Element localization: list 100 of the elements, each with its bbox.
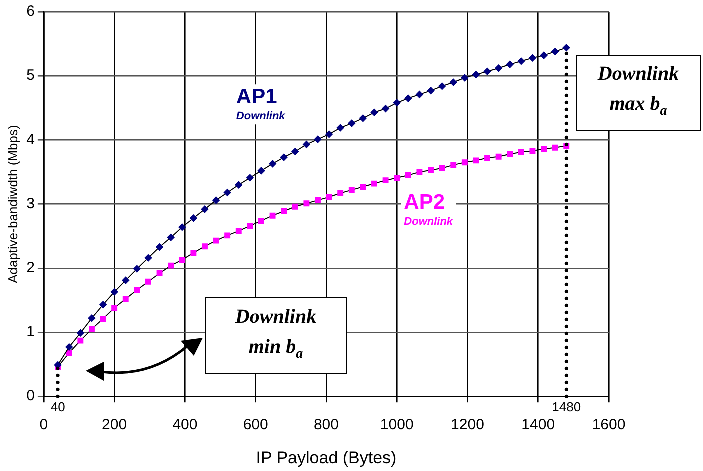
point [338, 190, 344, 196]
annotation: Downlink [404, 216, 454, 228]
x-axis-title: IP Payload (Bytes) [256, 448, 397, 468]
point [302, 140, 310, 148]
x-tick-label: 1400 [522, 416, 556, 434]
point [315, 197, 321, 204]
point [224, 232, 231, 239]
ref-line-label: 1480 [552, 400, 582, 415]
point [530, 148, 536, 154]
point [178, 224, 186, 232]
point [348, 187, 355, 194]
y-tick-label: 3 [26, 195, 35, 212]
point [88, 314, 96, 322]
point [336, 124, 344, 132]
point [507, 151, 514, 158]
point [236, 228, 242, 234]
y-tick-label: 0 [26, 388, 35, 405]
point [394, 175, 400, 181]
point [529, 54, 536, 62]
point [326, 130, 333, 138]
point [439, 165, 446, 172]
point [66, 350, 72, 356]
x-tick-label: 0 [40, 416, 48, 434]
point [292, 148, 300, 156]
point [190, 250, 197, 256]
point [167, 234, 175, 242]
annotation: Downlink min b$_{a}$ [235, 304, 317, 364]
x-tick-label: 600 [243, 416, 268, 434]
point [562, 44, 570, 52]
annotation: Downlink max b$_{a}$ [598, 62, 680, 121]
point [76, 329, 84, 337]
point [202, 244, 208, 250]
point [495, 64, 503, 72]
y-tick-label: 2 [26, 260, 35, 277]
point [552, 144, 558, 151]
point [462, 160, 468, 166]
point [404, 94, 412, 102]
x-tick-label: 1000 [380, 416, 414, 434]
point [348, 120, 356, 128]
point [428, 167, 434, 174]
point [450, 162, 457, 168]
x-tick-label: 800 [314, 416, 339, 434]
point [518, 149, 524, 156]
point [496, 154, 502, 160]
point [168, 262, 174, 269]
point [156, 244, 164, 251]
point [484, 68, 492, 76]
point [450, 78, 458, 86]
point [144, 254, 152, 262]
y-tick-label: 6 [26, 3, 35, 20]
point [269, 160, 276, 168]
point [179, 257, 186, 264]
point [270, 212, 276, 219]
point [552, 48, 560, 56]
point [110, 288, 118, 296]
point [122, 276, 130, 284]
point [472, 71, 480, 79]
x-tick-label: 400 [172, 416, 198, 434]
point [246, 174, 254, 182]
point [66, 344, 74, 351]
point [100, 316, 106, 322]
point [100, 301, 107, 309]
point [506, 60, 514, 68]
point [518, 58, 526, 66]
point [540, 52, 548, 60]
point [326, 194, 332, 200]
point [122, 296, 129, 302]
point [78, 338, 84, 344]
x-tick-label: 1200 [451, 416, 484, 434]
point [133, 265, 141, 273]
x-tick-label: 200 [102, 416, 128, 434]
point [416, 90, 424, 98]
point [473, 158, 480, 164]
point [213, 238, 220, 244]
point [146, 278, 152, 285]
point [281, 208, 288, 214]
ref-line-label: 40 [50, 400, 66, 415]
point [382, 178, 389, 184]
text: AP1 [236, 86, 278, 109]
y-tick-label: 4 [26, 131, 35, 148]
point [212, 196, 220, 204]
x-tick-label: 1600 [592, 416, 626, 434]
point [314, 136, 322, 144]
point [190, 214, 198, 222]
point [156, 270, 163, 277]
annotation: Downlink [236, 110, 286, 123]
point [372, 180, 378, 187]
point [224, 189, 232, 196]
y-tick-label: 1 [26, 324, 35, 341]
point [292, 204, 298, 210]
point [427, 87, 435, 95]
point [541, 146, 547, 152]
point [304, 200, 310, 207]
point [247, 223, 254, 230]
series-label: AP2 [404, 190, 446, 214]
point [201, 206, 209, 214]
y-axis-title: Adaptive-bandiwdth (Mbps) [5, 125, 20, 284]
point [405, 172, 412, 178]
point [258, 218, 264, 224]
point [360, 114, 367, 122]
